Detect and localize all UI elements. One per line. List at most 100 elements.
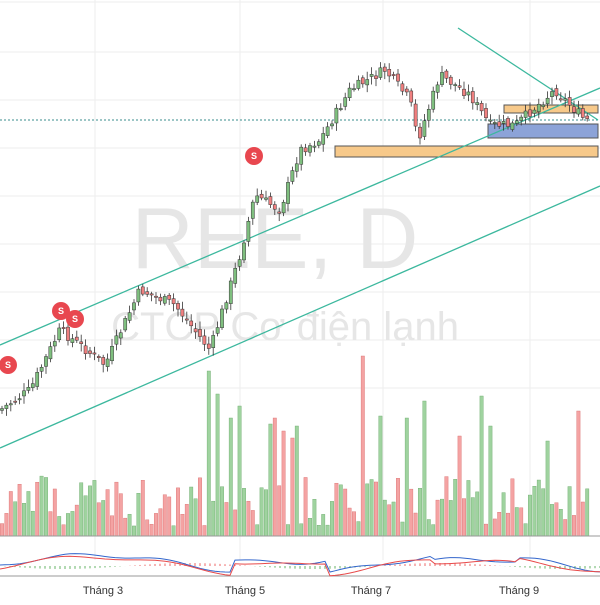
candle [369,67,374,85]
candle-body [466,91,471,96]
candle-body [404,88,409,93]
signal-marker: S [0,356,17,374]
candle-body [435,84,440,93]
volume-bar [554,502,559,537]
candle-body [387,69,392,77]
volume-bar [312,498,317,537]
candles [0,62,590,416]
volume-bar [541,488,546,537]
volume-bar [259,487,264,537]
candle [360,75,365,88]
candle-body [321,133,326,145]
candle [246,216,251,247]
candle-body [149,293,154,296]
candle-body [215,327,220,334]
candle-body [30,383,35,388]
volume-bar [145,519,150,537]
candle-body [202,335,207,345]
candle [338,103,343,112]
candle [365,71,370,93]
candle-body [176,303,180,310]
candle [382,63,387,80]
candle [545,91,550,108]
candle-body [92,352,97,355]
candle [92,346,97,361]
candle-body [74,336,79,341]
volume-bar [462,498,466,537]
candle-body [189,320,194,327]
candle-body [554,88,559,97]
candle-body [0,408,4,411]
candle [171,293,176,312]
volume-bar [382,499,387,537]
candle [13,396,18,405]
volume-bar [255,524,260,537]
candle [448,74,453,90]
candle [290,166,295,185]
candle [453,82,458,92]
volume-bar [356,521,361,537]
candle-body [545,97,550,105]
candle [264,190,268,202]
descending-trendline [457,27,599,121]
supply-zone [334,145,599,158]
candle [211,330,216,356]
volume-bar [136,493,141,537]
volume-bar [488,425,493,537]
candle-body [250,201,255,219]
candle [576,100,581,117]
candle [426,104,431,128]
candle-body [158,296,163,302]
candle-body [360,77,365,85]
candle [444,69,449,83]
candle [237,255,242,271]
candle-body [396,73,400,82]
candle-body [220,308,224,328]
candle-body [96,356,101,358]
candle-body [484,108,488,119]
x-tick-label: Tháng 9 [499,585,539,597]
volume-bar [413,512,418,537]
volume-bar [198,477,202,537]
candle [158,293,163,306]
signal-marker: S [245,147,263,165]
candle-body [118,332,123,339]
candle-body [123,318,128,331]
candle [193,322,198,339]
candle [387,63,392,83]
volume-bar [281,430,286,537]
candle-body [400,83,405,92]
volume-bar [369,479,374,537]
candle-body [35,372,40,387]
candle [233,262,238,288]
candle [83,339,88,360]
volume-bar [453,479,458,537]
candle-body [88,350,92,354]
candle [391,71,396,80]
candle [162,293,167,306]
volume-bar [545,440,550,537]
candle [352,83,356,92]
candle-body [475,102,480,105]
candle-body [211,335,216,348]
volume-bar [484,523,488,537]
candle-body [268,196,273,205]
candle-body [514,120,519,124]
candle-body [110,346,114,362]
volume-bar [242,488,246,537]
candle-body [193,328,198,333]
candle [0,405,4,414]
candle-body [70,338,75,343]
candle [70,333,75,348]
macd-line [0,553,600,573]
candle [497,114,502,129]
candle [523,104,528,124]
candle [228,277,233,311]
candle [132,299,136,315]
volume-bar [303,477,308,537]
candle [466,84,471,102]
candle [30,377,35,392]
candle [57,323,62,343]
